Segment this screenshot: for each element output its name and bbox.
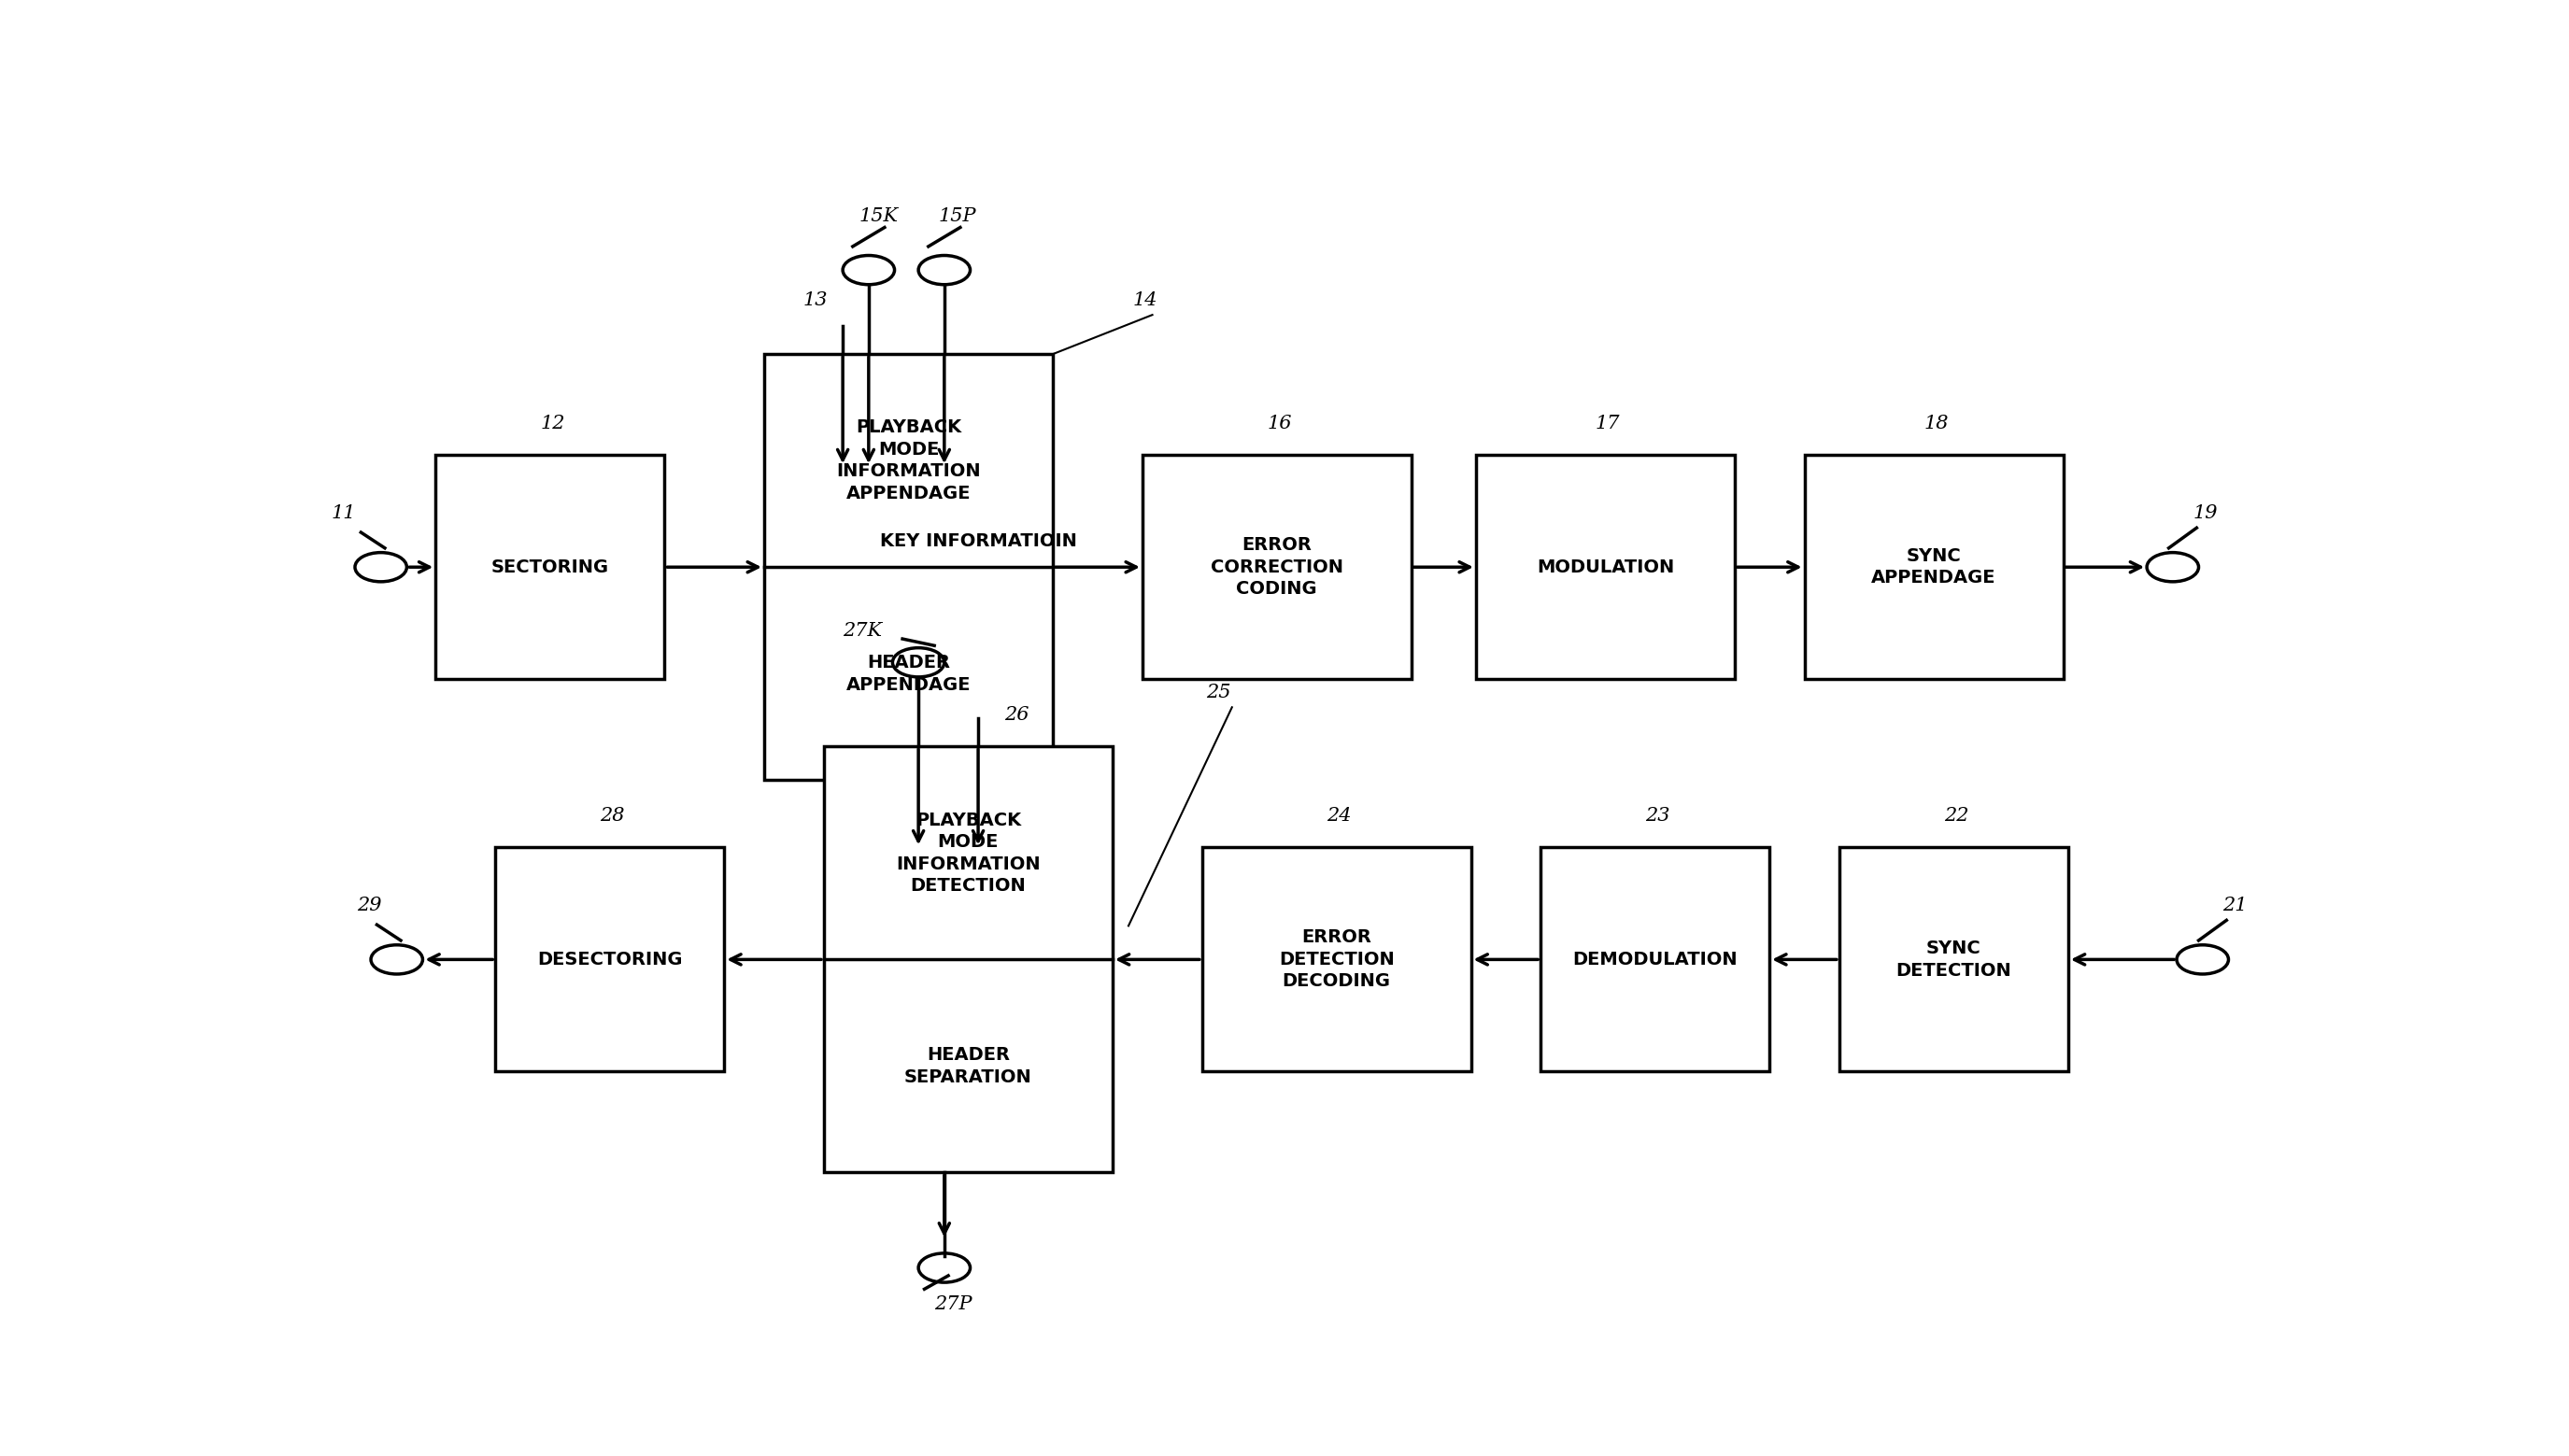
Text: 27K: 27K [843,622,881,641]
Text: ERROR
CORRECTION
CODING: ERROR CORRECTION CODING [1210,536,1344,598]
Text: 14: 14 [1133,291,1156,309]
Text: KEY INFORMATIOIN: KEY INFORMATIOIN [879,533,1076,550]
Text: DESECTORING: DESECTORING [537,951,683,968]
Text: SECTORING: SECTORING [491,558,609,577]
Bar [437,454,665,678]
Text: MODULATION: MODULATION [1536,558,1675,577]
Text: 11: 11 [331,505,357,523]
Text: 12: 12 [539,415,565,432]
Text: 13: 13 [804,291,827,309]
Text: 23: 23 [1644,807,1670,826]
Text: PLAYBACK
MODE
INFORMATION
APPENDAGE: PLAYBACK MODE INFORMATION APPENDAGE [837,419,981,502]
Text: SYNC
DETECTION: SYNC DETECTION [1896,939,2012,980]
Text: 15P: 15P [938,207,976,226]
Text: 15K: 15K [858,207,899,226]
Text: 17: 17 [1595,415,1621,432]
Bar [496,847,724,1072]
Bar [763,354,1053,780]
Text: 24: 24 [1326,807,1351,826]
Text: 29: 29 [357,897,383,914]
Bar [1541,847,1770,1072]
Text: SYNC
APPENDAGE: SYNC APPENDAGE [1870,547,1996,587]
Text: 27P: 27P [935,1294,971,1313]
Text: HEADER
APPENDAGE: HEADER APPENDAGE [845,654,971,693]
Bar [1803,454,2063,678]
Text: 18: 18 [1924,415,1950,432]
Text: 28: 28 [599,807,624,826]
Bar [825,747,1112,1172]
Bar [1202,847,1472,1072]
Text: 22: 22 [1945,807,1968,826]
Bar [1143,454,1410,678]
Text: 26: 26 [1004,706,1028,724]
Text: PLAYBACK
MODE
INFORMATION
DETECTION: PLAYBACK MODE INFORMATION DETECTION [897,811,1040,895]
Text: ERROR
DETECTION
DECODING: ERROR DETECTION DECODING [1279,929,1395,990]
Text: DEMODULATION: DEMODULATION [1572,951,1737,968]
Text: 19: 19 [2191,505,2217,523]
Text: 25: 25 [1205,684,1231,702]
Text: HEADER
SEPARATION: HEADER SEPARATION [904,1047,1033,1086]
Text: 16: 16 [1267,415,1292,432]
Bar [1475,454,1734,678]
Text: 21: 21 [2222,897,2248,914]
Bar [1839,847,2068,1072]
